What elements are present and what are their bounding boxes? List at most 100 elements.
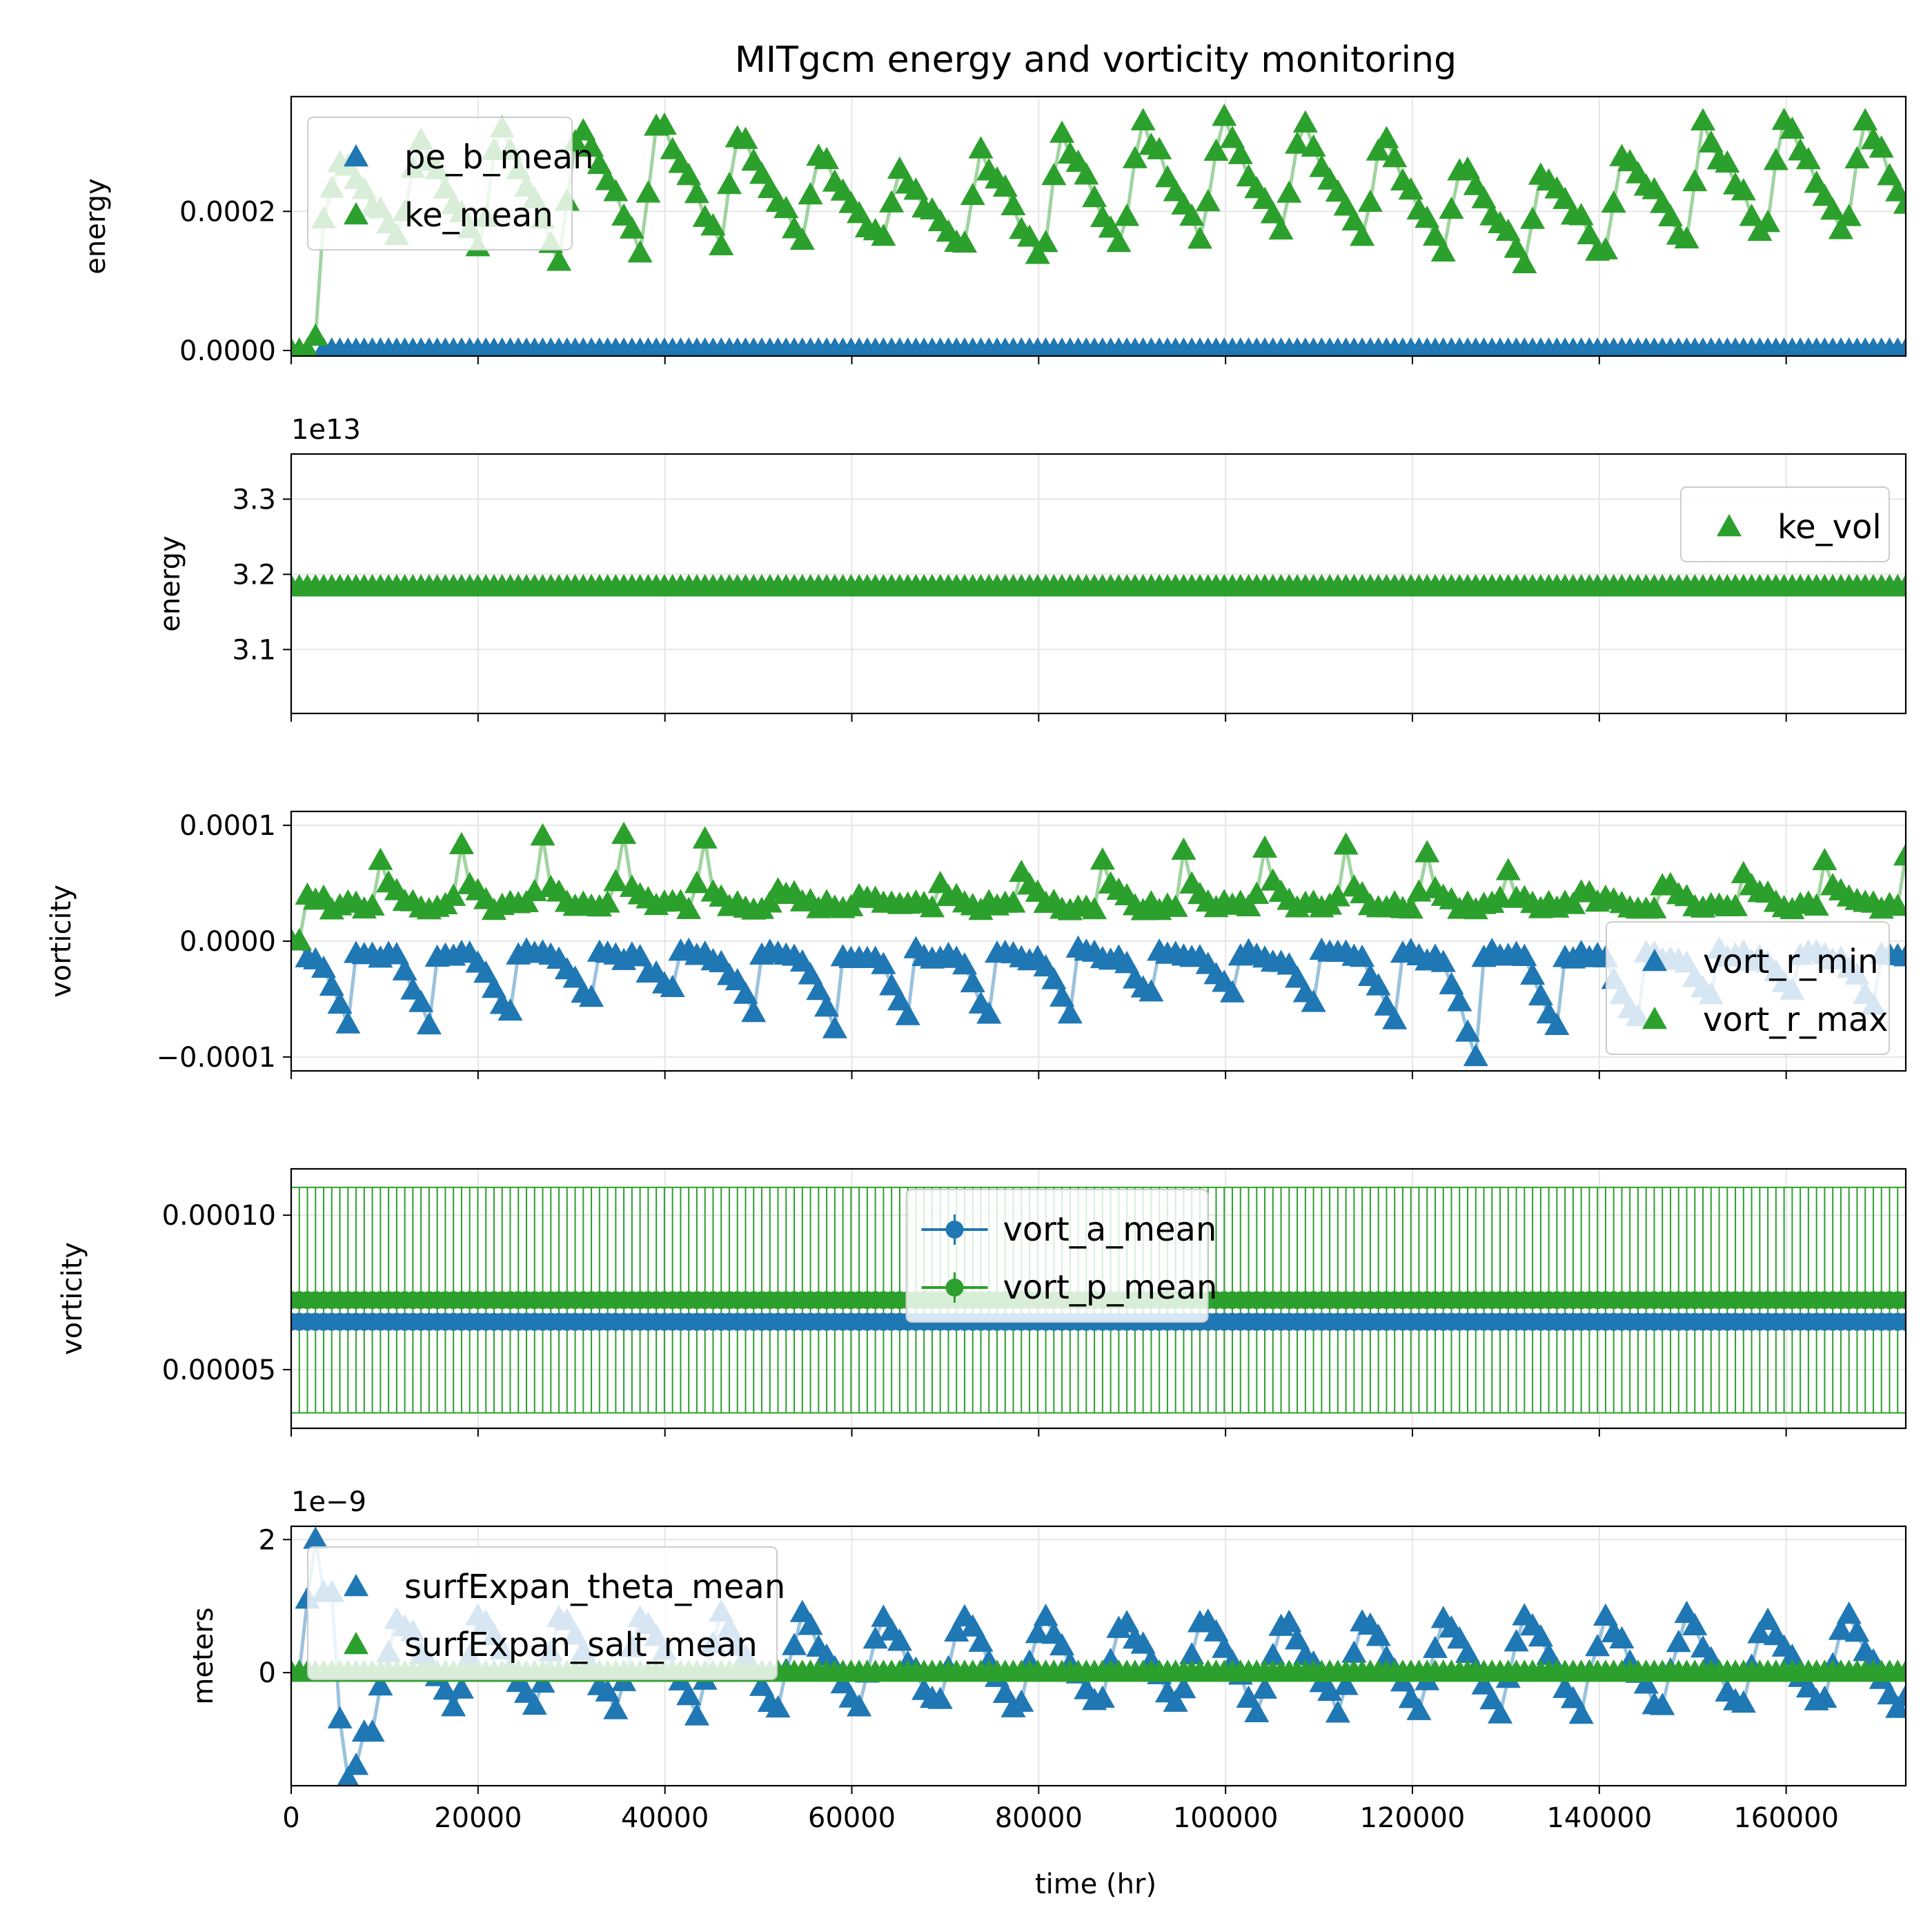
data-point [1025, 241, 1050, 264]
data-point [1212, 1635, 1237, 1658]
y-tick-label: 0.0000 [179, 335, 276, 367]
data-point [344, 1753, 369, 1775]
data-point [1780, 116, 1805, 139]
data-point [879, 190, 905, 213]
data-point [798, 1613, 823, 1635]
data-point [660, 974, 685, 998]
data-point [303, 1526, 328, 1549]
panel-0: 0.0000 0.0002 energy pe_b_mean ke_mean [80, 95, 1907, 367]
data-point [1090, 1685, 1115, 1708]
data-point [1430, 239, 1456, 262]
data-point [773, 195, 799, 219]
data-point [1893, 191, 1906, 214]
data-point [603, 869, 629, 891]
data-point [1520, 962, 1546, 985]
legend-label: surfExpan_salt_mean [404, 1626, 758, 1664]
data-point [619, 216, 644, 239]
data-point [337, 1766, 359, 1786]
legend-marker [1642, 949, 1668, 972]
data-point [310, 955, 337, 978]
axes-frame [290, 1167, 1907, 1430]
data-point [441, 883, 466, 906]
data-point [530, 823, 555, 846]
legend: vort_a_mean vort_p_mean [905, 1189, 1217, 1323]
data-point [1479, 1686, 1505, 1710]
panel-2: −0.0001 0.0000 0.0001 vorticity vort_r_minvo… [46, 810, 1907, 1079]
data-point [1528, 983, 1553, 1006]
y-tick-label: 0.0000 [179, 926, 276, 958]
data-point [1447, 989, 1472, 1012]
data-point [749, 1673, 775, 1696]
data-point [1325, 179, 1350, 202]
data-point [1690, 108, 1716, 130]
data-point [1512, 943, 1537, 966]
data-point [1398, 896, 1423, 919]
data-point [1000, 193, 1026, 215]
data-point [481, 975, 507, 998]
legend-box [307, 117, 573, 250]
x-tick-label: 160000 [1733, 1802, 1839, 1834]
plot-area [291, 821, 1906, 1067]
data-point [579, 134, 604, 157]
data-point [1650, 1693, 1675, 1715]
data-point [1350, 224, 1375, 246]
data-point [733, 981, 758, 1004]
data-point [660, 137, 685, 159]
y-tick-label: −0.0001 [157, 1042, 276, 1074]
data-point [1577, 221, 1602, 245]
data-point [1219, 980, 1245, 1003]
data-point [806, 977, 831, 1000]
data-point [1836, 204, 1862, 226]
data-point [1897, 1312, 1906, 1331]
data-point [1869, 135, 1894, 158]
data-point [1025, 1620, 1050, 1644]
y-axis-label: meters [188, 1607, 219, 1704]
data-point [1285, 131, 1310, 154]
data-point [1074, 162, 1099, 185]
data-point [1812, 1685, 1837, 1708]
data-point [1350, 944, 1375, 967]
data-point [579, 984, 604, 1007]
x-tick-label: 80000 [995, 1802, 1083, 1834]
data-point [887, 988, 912, 1011]
data-point [1755, 210, 1781, 233]
data-point [1195, 189, 1221, 212]
data-point [473, 960, 499, 983]
data-point [1844, 146, 1870, 168]
data-point [497, 998, 523, 1021]
data-point [709, 233, 734, 255]
data-point [1049, 1633, 1075, 1656]
data-point [392, 958, 417, 980]
data-point [1366, 1624, 1391, 1646]
data-point [684, 871, 709, 894]
data-point [1877, 163, 1902, 186]
data-point [586, 151, 612, 175]
plot-area [291, 573, 1906, 597]
data-point [814, 994, 840, 1017]
data-point [1885, 179, 1906, 201]
data-point [789, 227, 815, 250]
data-point [1260, 201, 1285, 224]
data-point [676, 162, 702, 186]
data-point [757, 890, 782, 913]
data-point [927, 1686, 953, 1709]
data-point [1406, 1697, 1432, 1720]
data-point [1268, 217, 1294, 240]
y-tick-label: 3.3 [232, 484, 276, 515]
data-point [871, 1604, 896, 1627]
data-point [1163, 894, 1188, 917]
data-point [1090, 847, 1115, 870]
data-point [1171, 837, 1196, 860]
data-point [976, 1001, 1002, 1024]
legend: ke_vol [1680, 486, 1890, 562]
axes-frame [290, 1525, 1907, 1787]
data-point [1755, 1607, 1781, 1630]
data-point [1447, 1626, 1472, 1649]
data-point [1674, 226, 1699, 249]
data-point [757, 175, 782, 199]
data-point [952, 230, 978, 253]
data-point [814, 146, 840, 170]
data-point [798, 181, 823, 205]
data-point [1723, 894, 1748, 916]
data-point [968, 136, 994, 159]
